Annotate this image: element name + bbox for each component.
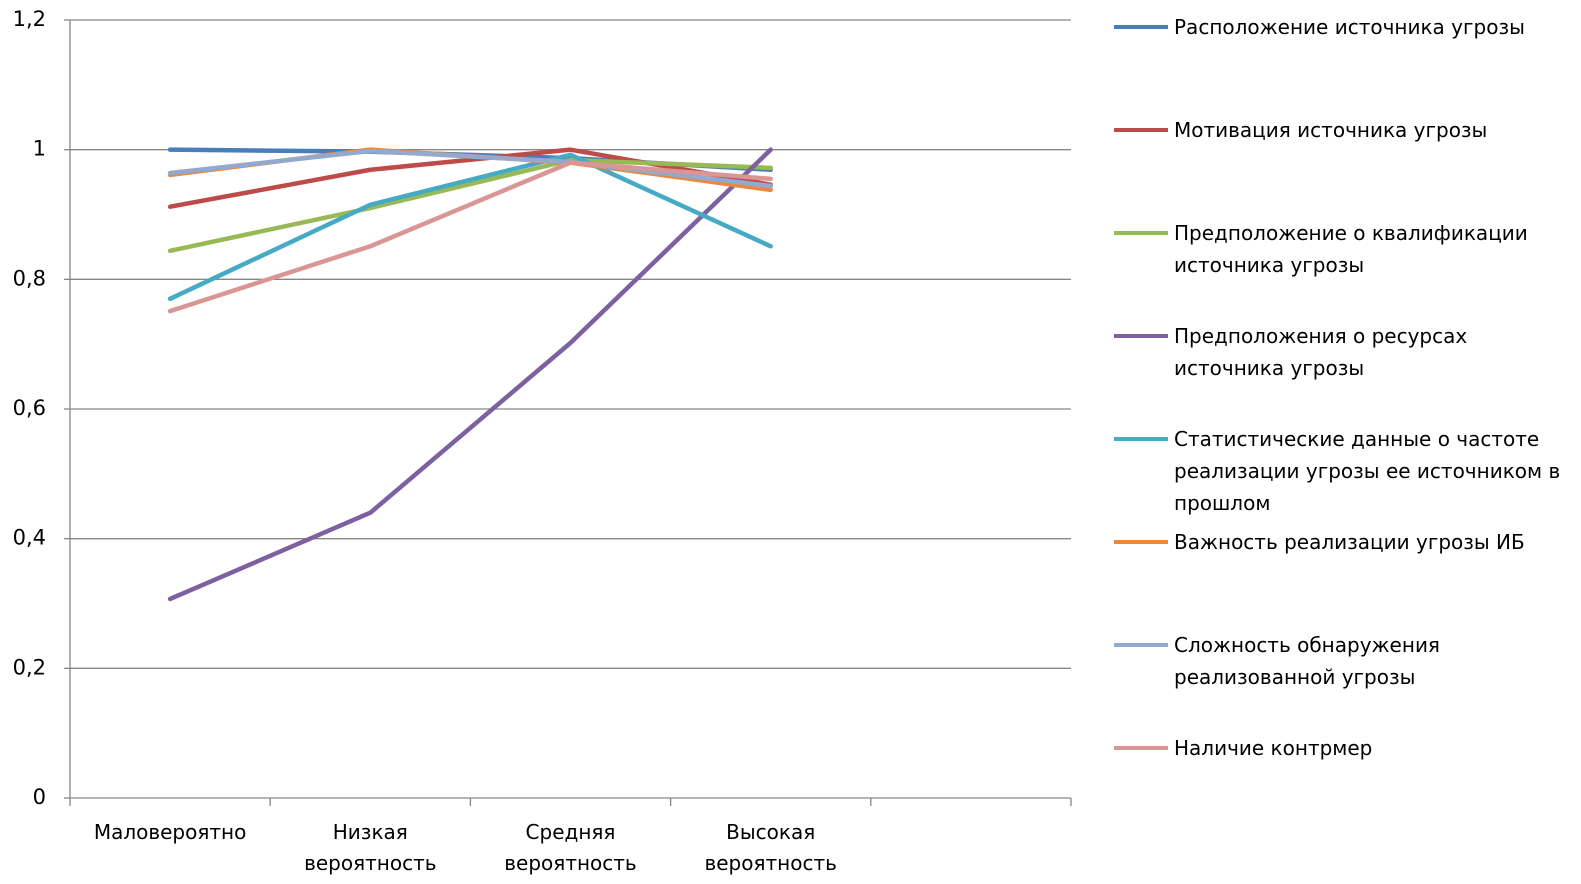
series-line	[167, 157, 773, 254]
legend-entry: Сложность обнаружения реализованной угро…	[1114, 629, 1574, 729]
x-tick-label: Низкая вероятность	[304, 820, 437, 875]
series-line	[167, 152, 773, 302]
series-line	[167, 160, 773, 314]
legend-entry: Предположение о квалификации источника у…	[1114, 217, 1574, 317]
y-tick-label: 0,2	[13, 655, 46, 679]
legend-swatch	[1114, 746, 1168, 750]
legend-swatch	[1114, 437, 1168, 441]
x-tick-label: Средняя вероятность	[504, 820, 637, 875]
x-tick-label: Маловероятно	[93, 820, 247, 844]
legend-entry: Расположение источника угрозы	[1114, 11, 1574, 111]
legend-label: Мотивация источника угрозы	[1174, 118, 1488, 142]
series-line	[167, 147, 773, 602]
y-tick-label: 0,8	[13, 266, 46, 290]
legend-swatch	[1114, 25, 1168, 29]
series-line	[167, 148, 773, 189]
series-line	[167, 147, 773, 209]
legend-label: Статистические данные о частоте реализац…	[1174, 427, 1561, 515]
y-tick-label: 1,2	[13, 7, 46, 31]
y-tick-label: 1	[33, 137, 46, 161]
y-tick-label: 0,6	[13, 396, 46, 420]
legend-label: Предположение о квалификации источника у…	[1174, 221, 1528, 277]
legend-entry: Предположения о ресурсах источника угроз…	[1114, 320, 1574, 420]
legend-label: Предположения о ресурсах источника угроз…	[1174, 324, 1468, 380]
legend-swatch	[1114, 643, 1168, 647]
legend-label: Важность реализации угрозы ИБ	[1174, 530, 1525, 554]
legend-label: Сложность обнаружения реализованной угро…	[1174, 633, 1440, 689]
legend-entry: Мотивация источника угрозы	[1114, 114, 1574, 214]
legend-swatch	[1114, 231, 1168, 235]
legend-swatch	[1114, 128, 1168, 132]
y-tick-label: 0,4	[13, 526, 46, 550]
legend-entry: Статистические данные о частоте реализац…	[1114, 423, 1574, 523]
legend-entry: Наличие контрмер	[1114, 732, 1574, 832]
legend-label: Наличие контрмер	[1174, 736, 1373, 760]
legend-entry: Важность реализации угрозы ИБ	[1114, 526, 1574, 626]
y-tick-label: 0	[33, 785, 46, 809]
x-tick-label: Высокая вероятность	[704, 820, 837, 875]
legend-swatch	[1114, 540, 1168, 544]
legend-swatch	[1114, 334, 1168, 338]
legend-label: Расположение источника угрозы	[1174, 15, 1525, 39]
